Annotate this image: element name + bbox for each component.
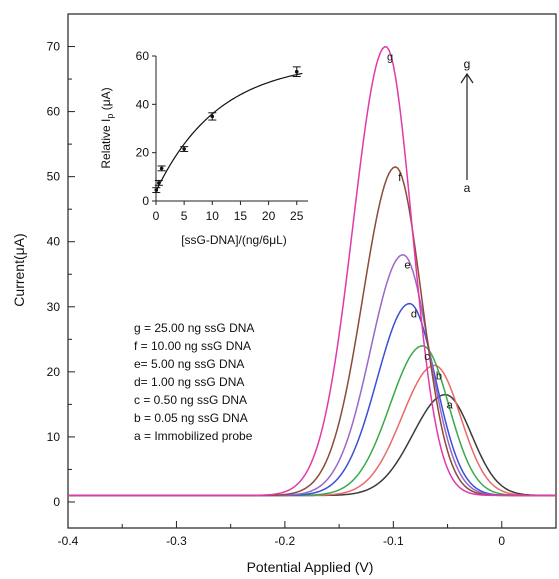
series-label-e: e — [404, 260, 410, 272]
y-tick-label: 50 — [47, 170, 61, 184]
series-label-f: f — [398, 172, 402, 184]
inset-point — [210, 114, 215, 119]
inset-y-title-main: Relative I — [99, 119, 113, 169]
inset-points — [152, 66, 301, 194]
y-tick-label: 40 — [47, 235, 61, 249]
legend-entry: a = Immobilized probe — [134, 429, 253, 443]
y-tick-label: 60 — [47, 105, 61, 119]
legend: g = 25.00 ng ssG DNA f = 10.00 ng ssG DN… — [134, 321, 254, 443]
curve-letters: a bc d e f g — [387, 52, 454, 412]
series-label-a: a — [447, 400, 454, 412]
legend-entry: b = 0.05 ng ssG DNA — [134, 411, 248, 425]
x-axis-title: Potential Applied (V) — [247, 559, 374, 575]
y-tick-label: 20 — [47, 365, 61, 379]
legend-entry: e= 5.00 ng ssG DNA — [134, 357, 244, 371]
arrow-top-label: g — [464, 57, 471, 71]
series-label-c: c — [424, 351, 430, 363]
inset-x-tick-label: 0 — [153, 209, 160, 223]
plot-frame — [67, 13, 557, 529]
series-label-g: g — [387, 52, 393, 64]
inset-point — [294, 69, 299, 74]
inset-x-axis-title: [ssG-DNA]/(ng/6μL) — [181, 233, 287, 247]
inset-y-tick-label: 0 — [142, 194, 149, 208]
inset-y-tick-label: 40 — [136, 97, 150, 111]
inset-x-tick-label: 15 — [234, 209, 248, 223]
inset-fit-curve — [155, 72, 303, 192]
inset-y-title-unit: (μA) — [99, 87, 113, 113]
y-tick-label: 30 — [47, 300, 61, 314]
inset-axis-ticks: 0 5 10 15 20 25 0 20 40 60 — [136, 49, 304, 223]
series-label-b: b — [436, 370, 442, 382]
inset-y-title-sub: p — [105, 114, 115, 119]
x-tick-label: -0.4 — [58, 534, 79, 548]
inset-y-axis-title: Relative Ip (μA) — [99, 87, 115, 168]
inset-x-tick-label: 20 — [262, 209, 276, 223]
x-tick-label: -0.3 — [166, 534, 187, 548]
legend-entry: g = 25.00 ng ssG DNA — [134, 321, 254, 335]
legend-entry: c = 0.50 ng ssG DNA — [134, 393, 247, 407]
inset-point — [159, 166, 164, 171]
inset-point — [154, 188, 159, 192]
series-line-a — [68, 393, 557, 497]
inset-chart: 0 5 10 15 20 25 0 20 40 60 [ssG-DNA]/(ng/6μL) Rel… — [99, 49, 308, 247]
inset-point — [157, 181, 161, 185]
x-tick-label: -0.1 — [383, 534, 404, 548]
y-axis-title: Current(μA) — [11, 233, 27, 306]
arrow-bottom-label: a — [464, 181, 471, 195]
inset-point — [182, 147, 186, 151]
arrow-head — [460, 72, 474, 84]
series-label-d: d — [411, 309, 417, 321]
y-tick-label: 70 — [47, 40, 61, 54]
legend-entry: f = 10.00 ng ssG DNA — [134, 339, 251, 353]
x-tick-label: 0 — [498, 534, 505, 548]
y-tick-label: 0 — [53, 495, 60, 509]
inset-x-tick-label: 25 — [290, 209, 304, 223]
y-tick-label: 10 — [47, 430, 61, 444]
inset-y-tick-label: 60 — [136, 49, 150, 63]
inset-y-tick-label: 20 — [136, 146, 150, 160]
trend-arrow: g a — [460, 57, 474, 195]
inset-x-tick-label: 5 — [181, 209, 188, 223]
inset-x-tick-label: 10 — [206, 209, 220, 223]
series-line-g — [68, 46, 556, 497]
legend-entry: d= 1.00 ng ssG DNA — [134, 375, 244, 389]
main-curves — [68, 46, 557, 497]
x-tick-label: -0.2 — [275, 534, 296, 548]
